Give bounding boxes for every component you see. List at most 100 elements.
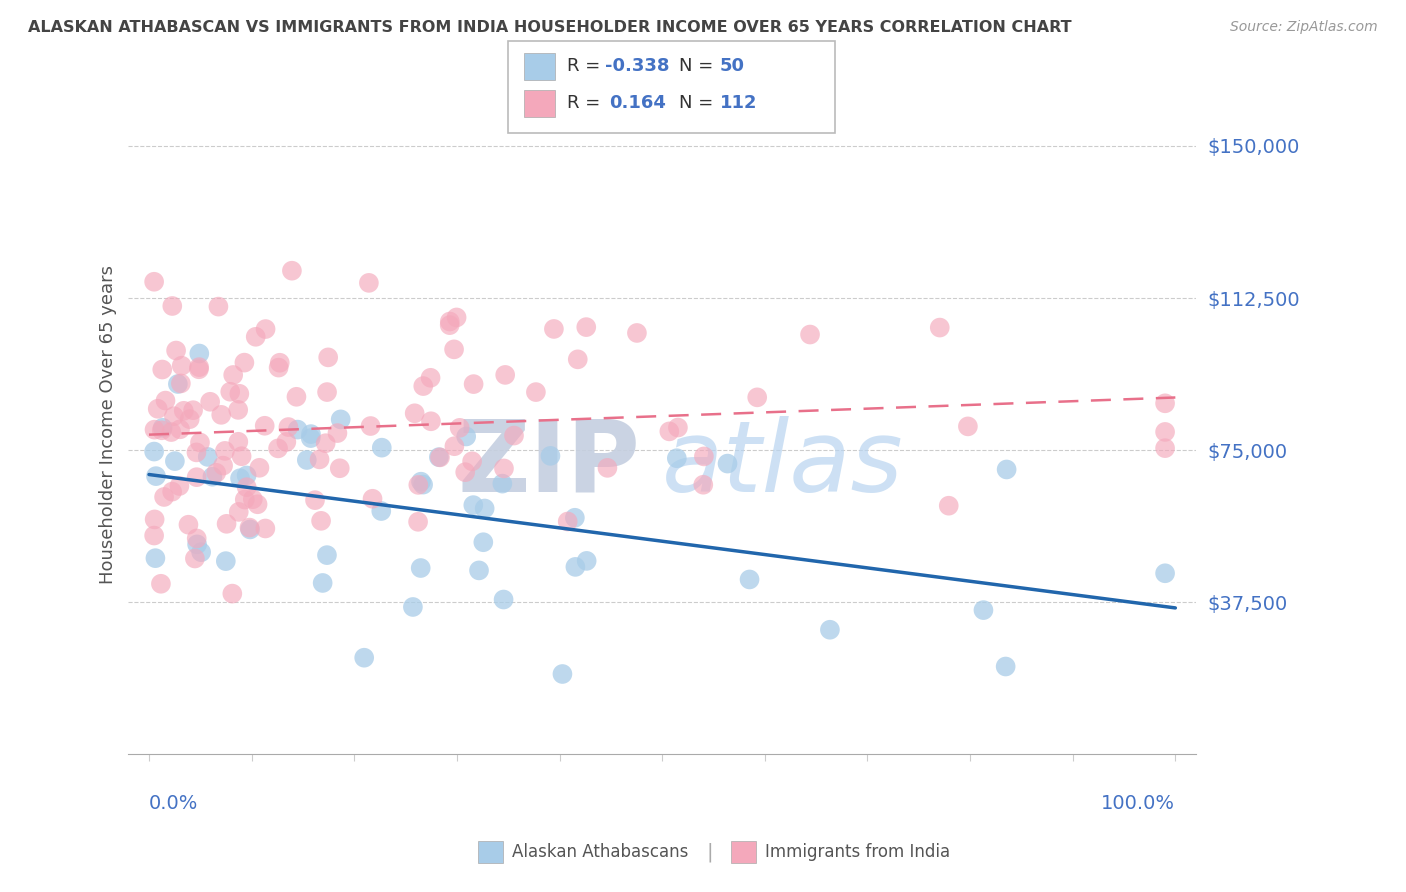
Point xyxy=(242,492,264,507)
Point xyxy=(491,476,513,491)
Point xyxy=(446,310,468,325)
Y-axis label: Householder Income Over 65 years: Householder Income Over 65 years xyxy=(100,265,117,584)
Point xyxy=(427,450,450,464)
Point xyxy=(596,461,619,475)
Point xyxy=(246,497,269,511)
Point xyxy=(160,484,183,499)
Point xyxy=(299,427,322,442)
Point xyxy=(239,523,262,537)
Point xyxy=(938,499,960,513)
Point xyxy=(494,368,516,382)
Point xyxy=(181,403,204,417)
Point xyxy=(253,418,276,433)
Point xyxy=(456,429,478,443)
Point xyxy=(254,521,277,535)
Text: -0.338: -0.338 xyxy=(605,57,669,75)
Point xyxy=(228,434,250,449)
Point xyxy=(233,356,256,370)
Point xyxy=(402,599,425,614)
Point xyxy=(658,425,681,439)
Text: ZIP: ZIP xyxy=(458,416,641,513)
Point xyxy=(184,551,207,566)
Point xyxy=(187,362,209,376)
Point xyxy=(150,362,173,376)
Point xyxy=(564,510,586,524)
Point xyxy=(412,477,434,491)
Point xyxy=(419,371,441,385)
Text: Alaskan Athabascans: Alaskan Athabascans xyxy=(512,843,688,861)
Point xyxy=(468,563,491,577)
Point xyxy=(994,659,1017,673)
Point xyxy=(188,360,211,375)
Point xyxy=(564,560,586,574)
Point xyxy=(186,532,208,546)
Point xyxy=(231,449,253,463)
Point xyxy=(245,330,267,344)
Point xyxy=(443,343,465,357)
Point xyxy=(738,573,761,587)
Point xyxy=(693,450,716,464)
Point xyxy=(277,420,299,434)
Point xyxy=(1154,566,1177,581)
Point xyxy=(1154,441,1177,455)
Point xyxy=(150,423,173,437)
Point xyxy=(524,385,547,400)
Point xyxy=(326,426,349,441)
Point xyxy=(285,390,308,404)
Point xyxy=(177,517,200,532)
Point xyxy=(281,263,304,277)
Point xyxy=(692,477,714,491)
Text: 50: 50 xyxy=(720,57,745,75)
Point xyxy=(145,551,167,566)
Point xyxy=(371,441,394,455)
Point xyxy=(429,450,451,465)
Point xyxy=(149,576,172,591)
Point xyxy=(221,586,243,600)
Point xyxy=(198,394,221,409)
Point xyxy=(170,359,193,373)
Point xyxy=(449,421,471,435)
Point xyxy=(167,376,190,391)
Point xyxy=(143,444,166,458)
Point xyxy=(463,377,485,392)
Text: 100.0%: 100.0% xyxy=(1101,794,1175,813)
Point xyxy=(409,561,432,575)
Point xyxy=(295,453,318,467)
Point xyxy=(188,435,211,450)
Point xyxy=(222,368,245,382)
Point xyxy=(408,478,430,492)
Point xyxy=(308,452,330,467)
Point xyxy=(160,425,183,439)
Point xyxy=(186,445,208,459)
Point xyxy=(439,318,461,333)
Point xyxy=(207,300,229,314)
Point xyxy=(474,501,496,516)
Point xyxy=(928,320,950,334)
Point xyxy=(287,423,309,437)
Text: R =: R = xyxy=(567,94,606,112)
Point xyxy=(503,428,526,442)
Point xyxy=(716,457,738,471)
Point xyxy=(412,379,434,393)
Point xyxy=(179,412,201,426)
Text: Immigrants from India: Immigrants from India xyxy=(765,843,950,861)
Point xyxy=(799,327,821,342)
Point xyxy=(329,461,352,475)
Point xyxy=(316,351,339,365)
Point xyxy=(209,408,232,422)
Point xyxy=(420,414,443,428)
Point xyxy=(472,535,495,549)
Point xyxy=(143,423,166,437)
Point xyxy=(818,623,841,637)
Point xyxy=(143,512,166,526)
Point xyxy=(219,384,242,399)
Point xyxy=(575,554,598,568)
Point xyxy=(214,443,236,458)
Point xyxy=(311,576,333,591)
Point xyxy=(276,434,298,449)
Point xyxy=(143,528,166,542)
Point xyxy=(316,385,339,400)
Point xyxy=(152,421,174,435)
Point xyxy=(212,458,235,473)
Text: N =: N = xyxy=(679,57,718,75)
